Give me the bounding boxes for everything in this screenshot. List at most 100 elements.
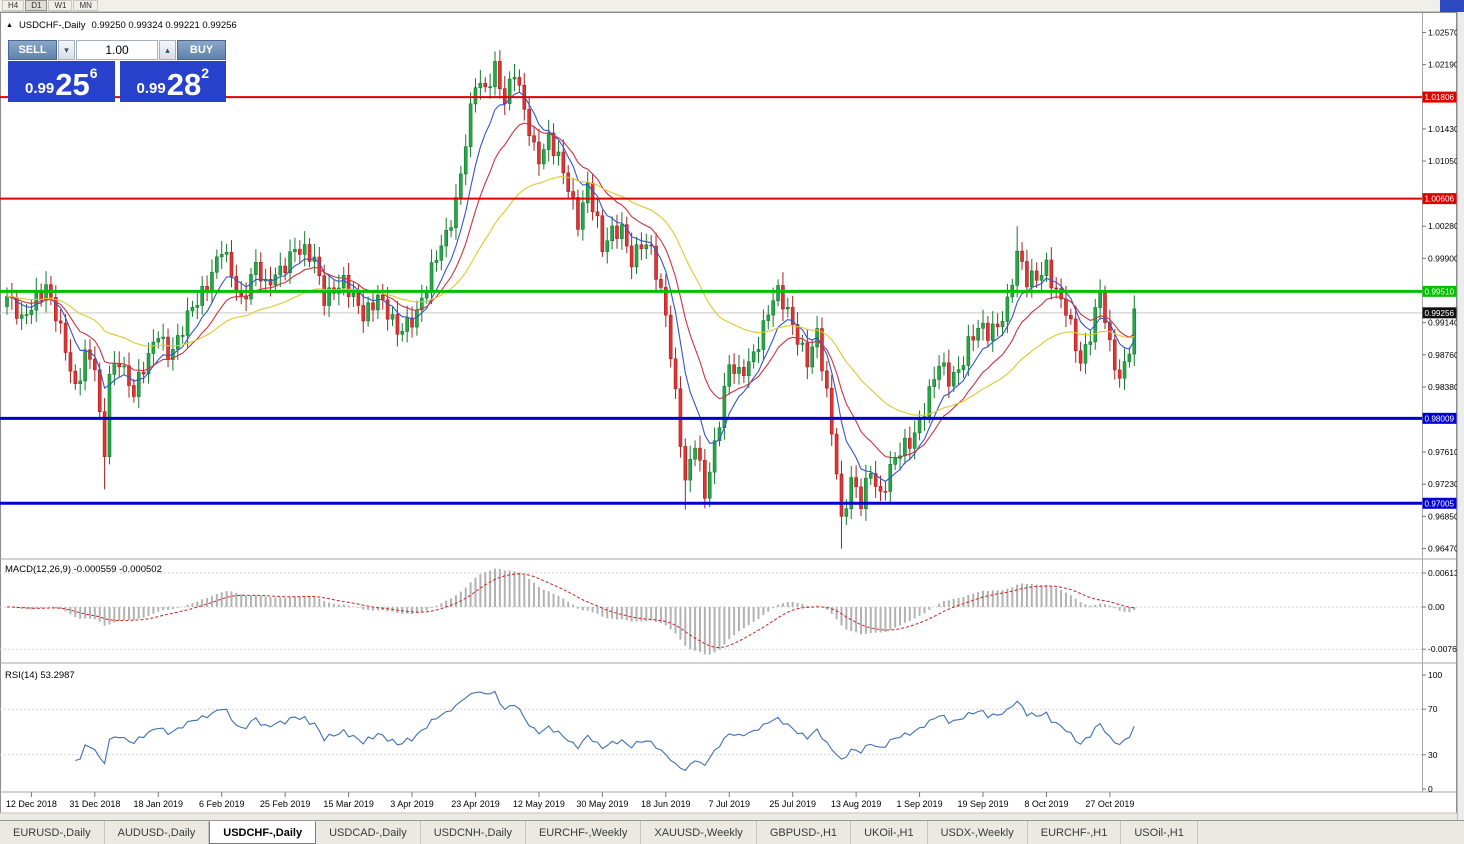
- svg-text:3 Apr 2019: 3 Apr 2019: [390, 799, 434, 809]
- svg-text:0.98009: 0.98009: [1425, 414, 1455, 423]
- svg-text:12 Dec 2018: 12 Dec 2018: [6, 799, 57, 809]
- vertical-scrollbar[interactable]: [1457, 12, 1464, 820]
- timeframe-button-h4[interactable]: H4: [2, 0, 25, 11]
- svg-text:1.02570: 1.02570: [1428, 27, 1457, 37]
- chart-tab-eurusd-daily[interactable]: EURUSD-,Daily: [0, 821, 105, 844]
- timeframe-button-w1[interactable]: W1: [48, 0, 73, 11]
- svg-text:12 May 2019: 12 May 2019: [513, 799, 565, 809]
- svg-text:0.99900: 0.99900: [1428, 253, 1457, 263]
- hline-price-tag: [1422, 412, 1457, 424]
- svg-text:30 May 2019: 30 May 2019: [576, 799, 628, 809]
- bid-price-prefix: 0.99: [25, 80, 55, 97]
- buy-button[interactable]: BUY: [177, 40, 226, 60]
- svg-text:100: 100: [1428, 670, 1442, 680]
- chart-tab-usdx-weekly[interactable]: USDX-,Weekly: [928, 821, 1028, 844]
- candlesticks: [5, 50, 1137, 549]
- chart-marker-icon: ▲: [6, 22, 13, 29]
- svg-text:1.02190: 1.02190: [1428, 60, 1457, 70]
- rsi-line: [75, 690, 1135, 772]
- svg-text:1.01806: 1.01806: [1425, 93, 1455, 102]
- svg-text:1 Sep 2019: 1 Sep 2019: [897, 799, 943, 809]
- ask-price-digits: 28: [166, 67, 202, 103]
- svg-text:23 Apr 2019: 23 Apr 2019: [451, 799, 500, 809]
- timeframe-button-d1[interactable]: D1: [25, 0, 48, 11]
- svg-text:6 Feb 2019: 6 Feb 2019: [199, 799, 245, 809]
- chart-tab-eurchf-h1[interactable]: EURCHF-,H1: [1028, 821, 1122, 844]
- svg-text:18 Jun 2019: 18 Jun 2019: [641, 799, 691, 809]
- sell-price-button[interactable]: 0.99 25 6: [8, 61, 115, 102]
- price-axis: 1.02570 1.02190 1.01430 1.01050 1.00280 0.999…: [1422, 27, 1457, 794]
- chart-area: 1.02570 1.02190 1.01430 1.01050 1.00280 0.999…: [0, 12, 1457, 820]
- pane-separators: [0, 13, 1457, 820]
- svg-text:0.98760: 0.98760: [1428, 350, 1457, 360]
- chart-tab-usoil-h1[interactable]: USOil-,H1: [1121, 821, 1198, 844]
- hline-price-tag: [1422, 91, 1457, 103]
- svg-text:0.99510: 0.99510: [1425, 287, 1455, 296]
- rsi-pane: [0, 690, 1422, 772]
- date-axis: 12 Dec 2018 31 Dec 2018 18 Jan 2019 6 Feb 2…: [6, 792, 1134, 809]
- macd-histogram: [10, 568, 1136, 655]
- svg-text:1.01430: 1.01430: [1428, 124, 1457, 134]
- svg-text:0.97610: 0.97610: [1428, 447, 1457, 457]
- svg-text:7 Jul 2019: 7 Jul 2019: [708, 799, 750, 809]
- svg-text:0.96850: 0.96850: [1428, 511, 1457, 521]
- chart-symbol-label: USDCHF-,Daily: [18, 20, 86, 31]
- bid-price-pipette: 6: [89, 65, 98, 81]
- chart-tab-usdchf-daily[interactable]: USDCHF-,Daily: [209, 821, 317, 844]
- svg-text:0.00: 0.00: [1428, 602, 1445, 612]
- ask-price-prefix: 0.99: [136, 80, 166, 97]
- chart-tab-ukoil-h1[interactable]: UKOil-,H1: [851, 821, 928, 844]
- svg-text:15 Mar 2019: 15 Mar 2019: [323, 799, 374, 809]
- chart-canvas[interactable]: 1.02570 1.02190 1.01430 1.01050 1.00280 0.999…: [0, 12, 1457, 820]
- rsi-value: 53.2987: [40, 670, 75, 681]
- chart-tab-usdcad-daily[interactable]: USDCAD-,Daily: [316, 821, 421, 844]
- chart-tab-usdcnh-daily[interactable]: USDCNH-,Daily: [421, 821, 526, 844]
- chart-tab-audusd-daily[interactable]: AUDUSD-,Daily: [105, 821, 210, 844]
- chart-tab-xauusd-weekly[interactable]: XAUUSD-,Weekly: [641, 821, 757, 844]
- horizontal-level-lines: [0, 96, 1422, 505]
- svg-text:1.00606: 1.00606: [1425, 195, 1455, 204]
- buy-price-button[interactable]: 0.99 28 2: [119, 61, 226, 103]
- rsi-name: RSI(14): [5, 670, 38, 681]
- macd-name: MACD(12,26,9): [5, 564, 71, 575]
- macd-signal-line: [7, 573, 1135, 649]
- hline-price-tag: [1422, 193, 1457, 205]
- sell-button[interactable]: SELL: [8, 40, 57, 60]
- ma-line-40: [6, 176, 1135, 416]
- timeframe-toolbar: H4 D1 W1 MN: [0, 0, 1464, 12]
- hline-price-tag: [1422, 497, 1457, 509]
- macd-values: -0.000559 -0.000502: [73, 564, 162, 575]
- svg-text:0.97005: 0.97005: [1425, 499, 1455, 508]
- current-price-tag: [1422, 307, 1457, 319]
- svg-text:30: 30: [1428, 750, 1438, 760]
- bid-price-digits: 25: [55, 67, 90, 103]
- chart-tab-eurchf-weekly[interactable]: EURCHF-,Weekly: [526, 821, 642, 844]
- volume-up-button[interactable]: ▴: [159, 40, 176, 60]
- chart-tab-gbpusd-h1[interactable]: GBPUSD-,H1: [757, 821, 852, 844]
- chart-title: ▲ USDCHF-,Daily 0.99250 0.99324 0.99221 …: [6, 20, 237, 31]
- svg-text:13 Aug 2019: 13 Aug 2019: [831, 799, 882, 809]
- svg-text:1.00280: 1.00280: [1428, 221, 1457, 231]
- moving-averages: [6, 91, 1135, 483]
- volume-input[interactable]: [76, 40, 158, 60]
- svg-text:70: 70: [1428, 704, 1438, 714]
- svg-text:0.98380: 0.98380: [1428, 382, 1457, 392]
- chart-tab-bar: EURUSD-,Daily AUDUSD-,Daily USDCHF-,Daily U…: [0, 820, 1464, 844]
- svg-text:25 Jul 2019: 25 Jul 2019: [769, 799, 816, 809]
- ma-line-8: [6, 91, 1135, 483]
- macd-indicator-label: MACD(12,26,9) -0.000559 -0.000502: [5, 564, 162, 575]
- svg-text:0.99256: 0.99256: [1425, 309, 1455, 318]
- volume-dropdown-button[interactable]: ▾: [58, 40, 75, 60]
- macd-pane: [0, 568, 1422, 655]
- svg-text:19 Sep 2019: 19 Sep 2019: [957, 799, 1008, 809]
- ask-price-pipette: 2: [201, 65, 209, 81]
- svg-text:1.01050: 1.01050: [1428, 156, 1457, 166]
- svg-text:27 Oct 2019: 27 Oct 2019: [1085, 799, 1134, 809]
- svg-text:0.97230: 0.97230: [1428, 479, 1457, 489]
- timeframe-button-mn[interactable]: MN: [73, 0, 98, 11]
- svg-text:25 Feb 2019: 25 Feb 2019: [260, 799, 311, 809]
- svg-text:0: 0: [1428, 784, 1433, 794]
